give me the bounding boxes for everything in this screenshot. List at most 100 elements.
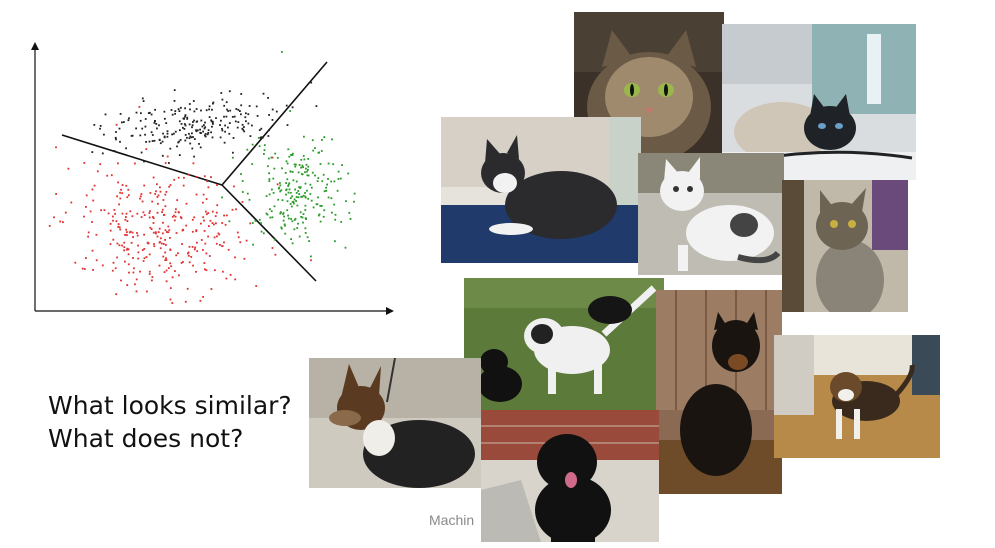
- data-point: [179, 129, 181, 132]
- data-point: [166, 130, 169, 133]
- data-point: [293, 228, 296, 231]
- data-point: [169, 248, 172, 251]
- data-point: [143, 160, 145, 163]
- data-point: [241, 123, 244, 126]
- data-point: [130, 135, 133, 137]
- data-point: [297, 190, 300, 192]
- data-point: [192, 162, 195, 165]
- data-point: [168, 185, 171, 188]
- data-point: [155, 190, 157, 193]
- data-point: [123, 249, 125, 252]
- data-point: [140, 112, 142, 115]
- x-axis-arrow: [386, 307, 394, 315]
- data-point: [117, 162, 119, 165]
- data-point: [210, 131, 212, 134]
- data-point: [165, 259, 168, 261]
- data-point: [245, 239, 248, 242]
- data-point: [74, 261, 77, 264]
- data-point: [95, 233, 98, 236]
- data-point: [298, 164, 301, 166]
- data-point: [203, 124, 205, 126]
- data-point: [148, 270, 151, 273]
- data-point: [204, 126, 207, 129]
- photo-puppies-on-grass: [464, 278, 664, 418]
- data-point: [154, 120, 156, 122]
- data-point: [192, 136, 194, 138]
- data-point: [164, 259, 167, 261]
- data-point: [353, 192, 356, 195]
- data-point: [320, 205, 323, 207]
- data-point: [223, 104, 226, 107]
- data-point: [240, 173, 242, 175]
- data-point: [239, 241, 242, 244]
- data-point: [288, 155, 291, 158]
- data-point: [295, 200, 297, 202]
- data-point: [100, 209, 102, 212]
- data-point: [168, 229, 171, 232]
- data-point: [125, 248, 128, 251]
- data-point: [279, 190, 282, 193]
- data-point: [280, 226, 283, 229]
- data-point: [127, 253, 130, 256]
- data-point: [283, 223, 286, 226]
- data-point: [183, 123, 186, 125]
- data-point: [113, 209, 116, 211]
- data-point: [237, 108, 240, 111]
- data-point: [67, 167, 70, 170]
- data-point: [263, 153, 265, 155]
- data-point: [231, 208, 234, 211]
- boundary-left: [61, 134, 223, 186]
- data-point: [225, 277, 228, 280]
- data-point: [205, 269, 208, 272]
- data-point: [319, 220, 322, 223]
- data-point: [131, 134, 134, 137]
- data-point: [55, 193, 57, 195]
- data-point: [193, 155, 195, 158]
- data-point: [171, 133, 173, 136]
- data-point: [212, 101, 215, 104]
- data-point: [121, 192, 124, 195]
- data-point: [204, 242, 207, 245]
- data-point: [295, 196, 298, 198]
- data-point: [138, 106, 141, 108]
- data-point: [103, 209, 106, 211]
- data-point: [145, 256, 148, 258]
- data-point: [101, 264, 104, 267]
- data-point: [154, 193, 157, 195]
- data-point: [127, 263, 130, 266]
- data-point: [180, 262, 183, 264]
- data-point: [291, 152, 294, 155]
- data-point: [234, 120, 237, 123]
- data-point: [205, 198, 208, 200]
- data-point: [207, 129, 210, 132]
- data-point: [348, 212, 351, 214]
- data-point: [92, 199, 95, 202]
- data-point: [202, 296, 204, 298]
- data-point: [117, 223, 120, 225]
- data-point: [123, 246, 126, 249]
- data-point: [275, 110, 278, 113]
- data-point: [224, 130, 226, 133]
- data-point: [140, 193, 143, 195]
- data-point: [206, 180, 209, 183]
- data-point: [191, 126, 193, 129]
- data-point: [200, 109, 202, 112]
- data-point: [248, 105, 251, 107]
- data-point: [158, 124, 160, 127]
- data-point: [135, 127, 137, 130]
- data-point: [218, 233, 221, 236]
- data-point: [305, 163, 308, 166]
- data-point: [114, 136, 117, 139]
- data-point: [186, 118, 189, 120]
- data-point: [325, 186, 327, 189]
- data-point: [293, 219, 296, 221]
- data-point: [135, 278, 138, 281]
- data-point: [243, 130, 246, 133]
- data-point: [306, 236, 309, 239]
- data-point: [212, 102, 214, 105]
- data-point: [291, 195, 293, 198]
- data-point: [184, 134, 187, 136]
- data-point: [287, 185, 290, 187]
- data-point: [202, 130, 204, 133]
- data-point: [302, 166, 304, 169]
